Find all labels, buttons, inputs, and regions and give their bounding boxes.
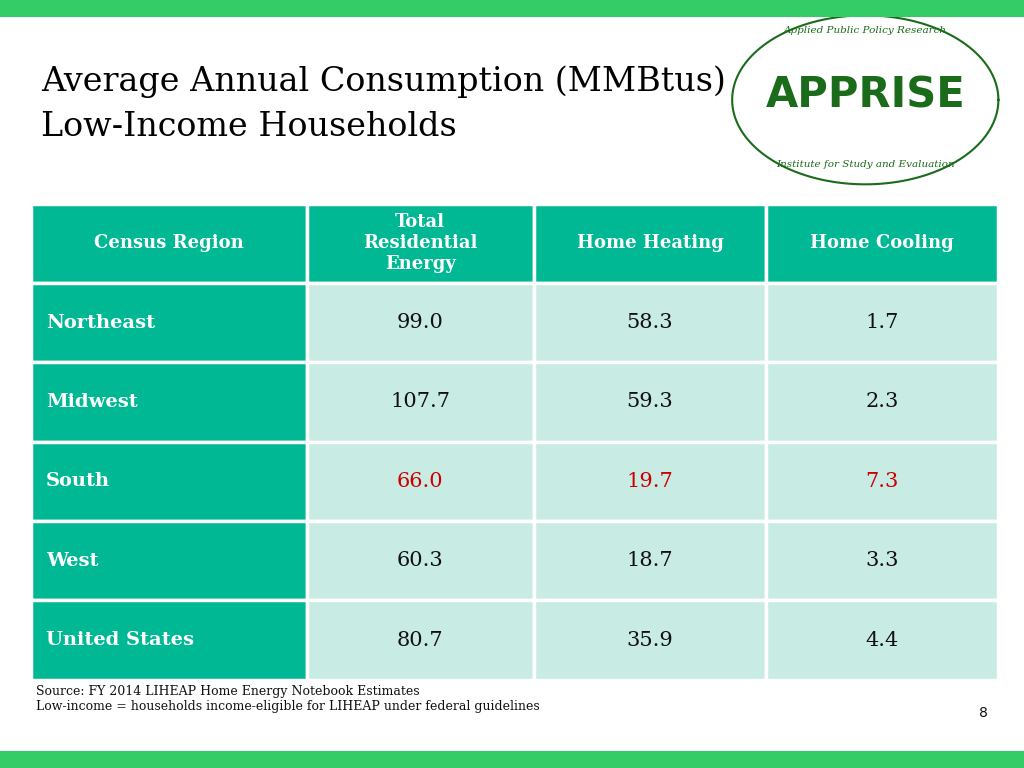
Text: 99.0: 99.0 xyxy=(396,313,443,332)
Text: Home Cooling: Home Cooling xyxy=(810,234,954,252)
Text: 18.7: 18.7 xyxy=(627,551,674,570)
Text: United States: United States xyxy=(46,631,195,649)
Text: 35.9: 35.9 xyxy=(627,631,674,650)
Text: 58.3: 58.3 xyxy=(627,313,674,332)
Text: 107.7: 107.7 xyxy=(390,392,451,412)
Text: 8: 8 xyxy=(979,707,988,720)
Text: 2.3: 2.3 xyxy=(865,392,899,412)
Text: APPRISE: APPRISE xyxy=(765,75,966,117)
Text: Home Heating: Home Heating xyxy=(577,234,724,252)
Text: 3.3: 3.3 xyxy=(865,551,899,570)
Text: 59.3: 59.3 xyxy=(627,392,674,412)
Text: 66.0: 66.0 xyxy=(397,472,443,491)
Text: Applied Public Policy Research: Applied Public Policy Research xyxy=(783,25,947,35)
Text: 80.7: 80.7 xyxy=(397,631,443,650)
Text: Northeast: Northeast xyxy=(46,313,156,332)
Text: 60.3: 60.3 xyxy=(397,551,443,570)
Text: 7.3: 7.3 xyxy=(865,472,899,491)
Text: Census Region: Census Region xyxy=(94,234,244,252)
Text: West: West xyxy=(46,551,98,570)
Text: 4.4: 4.4 xyxy=(865,631,899,650)
Text: Source: FY 2014 LIHEAP Home Energy Notebook Estimates
Low-income = households in: Source: FY 2014 LIHEAP Home Energy Noteb… xyxy=(36,685,540,713)
Text: 1.7: 1.7 xyxy=(865,313,899,332)
Text: Low-Income Households: Low-Income Households xyxy=(41,111,457,144)
Text: South: South xyxy=(46,472,111,490)
Text: 19.7: 19.7 xyxy=(627,472,674,491)
Text: Total
Residential
Energy: Total Residential Energy xyxy=(364,214,477,273)
Text: Average Annual Consumption (MMBtus): Average Annual Consumption (MMBtus) xyxy=(41,65,726,98)
Text: Midwest: Midwest xyxy=(46,393,138,411)
Text: Institute for Study and Evaluation: Institute for Study and Evaluation xyxy=(776,160,954,169)
